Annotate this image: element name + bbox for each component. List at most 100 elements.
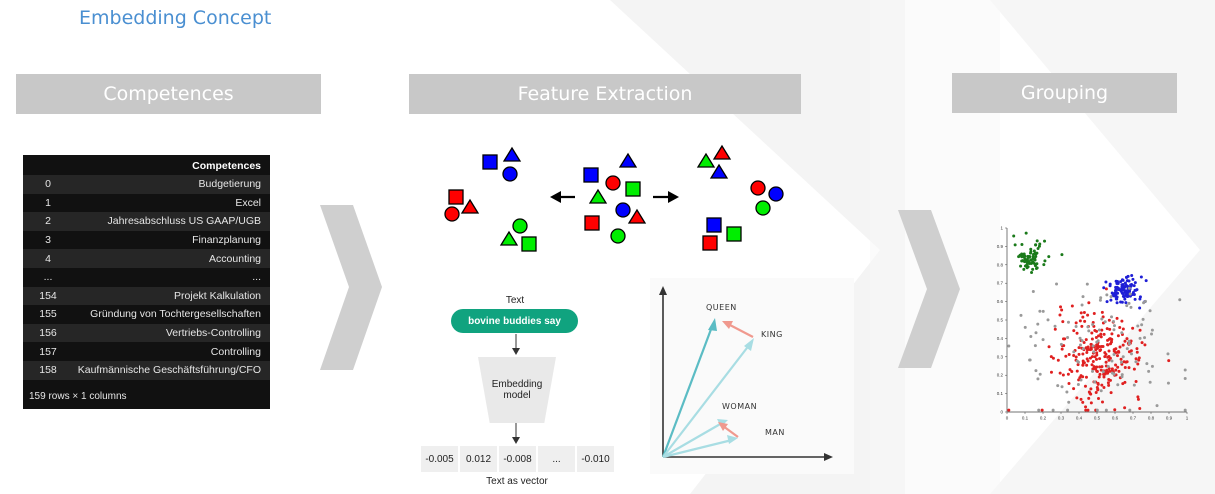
scatter-point (1036, 247, 1040, 251)
header-grouping: Grouping (952, 73, 1177, 113)
word-vector-diagram (659, 286, 833, 461)
table-row: 1 Excel (23, 194, 270, 213)
table-row: 4 Accounting (23, 249, 270, 268)
scatter-point (1081, 347, 1085, 351)
scatter-point (1035, 266, 1039, 270)
scatter-point (1109, 340, 1113, 344)
red-circle-shape (444, 206, 460, 222)
scatter-point (1123, 406, 1127, 410)
scatter-point (1100, 317, 1104, 321)
scatter-point (1100, 365, 1104, 369)
scatter-point (1077, 378, 1081, 382)
scatter-point (1138, 306, 1142, 310)
scatter-point (1093, 380, 1097, 384)
row-index: 2 (45, 215, 51, 228)
green-square-shape (726, 226, 742, 242)
scatter-point (1155, 404, 1159, 408)
scatter-point (1099, 296, 1103, 300)
scatter-point (1019, 313, 1023, 317)
scatter-point (1066, 372, 1070, 376)
scatter-point (1122, 360, 1126, 364)
scatter-point (1132, 367, 1136, 371)
scatter-point (1116, 365, 1120, 369)
chevron-right-icon (898, 210, 960, 368)
scatter-point (1110, 291, 1114, 295)
scatter-point (1078, 376, 1082, 380)
scatter-point (1166, 352, 1170, 356)
scatter-point (1120, 331, 1124, 335)
y-tick-label: 0.1 (997, 391, 1004, 396)
scatter-point (1027, 260, 1031, 264)
scatter-point (1040, 408, 1044, 412)
scatter-point (1124, 275, 1128, 279)
scatter-point (1110, 371, 1114, 375)
scatter-point (1125, 360, 1129, 364)
scatter-point (1056, 384, 1060, 388)
scatter-point (1138, 336, 1142, 340)
scatter-point (1098, 372, 1102, 376)
model-label-2: model (503, 390, 531, 401)
scatter-point (1100, 328, 1104, 332)
scatter-point (1115, 354, 1119, 358)
scatter-point (1056, 358, 1060, 362)
scatter-point (1133, 281, 1137, 285)
red-square-shape (448, 189, 464, 205)
green-circle-shape (512, 218, 528, 234)
row-value: Accounting (209, 252, 261, 265)
scatter-point (1122, 295, 1126, 299)
scatter-point (1012, 234, 1016, 238)
scatter-point (1086, 313, 1090, 317)
scatter-point (1081, 295, 1085, 299)
scatter-point (1095, 343, 1099, 347)
scatter-point (1125, 304, 1129, 308)
embedding-model-box: Embedding model (478, 357, 556, 423)
scatter-point (1087, 396, 1091, 400)
scatter-point (1120, 300, 1124, 304)
scatter-point (1082, 340, 1086, 344)
input-text-pill: bovine buddies say (451, 309, 578, 333)
scatter-point (1034, 254, 1038, 258)
scatter-point (1121, 382, 1125, 386)
x-tick-label: 1 (1186, 416, 1189, 421)
blue-triangle-shape (502, 146, 522, 162)
scatter-point (1031, 267, 1035, 271)
shapes-illustration (444, 144, 784, 252)
scatter-point (1108, 356, 1112, 360)
table-row: 157 Controlling (23, 342, 270, 361)
scatter-point (1093, 355, 1097, 359)
scatter-point (1059, 305, 1063, 309)
scatter-point (1078, 336, 1082, 340)
scatter-point (1084, 408, 1088, 412)
scatter-point (1082, 361, 1086, 365)
scatter-point (1037, 408, 1041, 412)
scatter-point (1029, 261, 1033, 265)
scatter-point (1013, 243, 1017, 247)
scatter-point (1018, 253, 1022, 257)
scatter-point (1061, 320, 1065, 324)
scatter-point (1076, 383, 1080, 387)
scatter-point (1079, 311, 1083, 315)
row-value: Controlling (210, 345, 261, 358)
scatter-point (1097, 375, 1101, 379)
scatter-point (1065, 390, 1069, 394)
scatter-point (1034, 262, 1038, 266)
scatter-point (1110, 367, 1114, 371)
word-vector-panel (650, 278, 854, 474)
scatter-point (1067, 381, 1071, 385)
scatter-point (1028, 358, 1032, 362)
vector-king (662, 338, 754, 458)
scatter-point (1109, 295, 1113, 299)
vector-woman (662, 419, 728, 458)
scatter-point (1105, 368, 1109, 372)
scatter-point (1037, 244, 1041, 248)
y-tick-label: 0.3 (997, 354, 1004, 359)
scatter-point (1102, 375, 1106, 379)
scatter-point (1019, 264, 1023, 268)
scatter-point (1094, 390, 1098, 394)
scatter-point (1086, 408, 1090, 412)
vector-king-to-queen (722, 321, 754, 338)
scatter-point (1106, 355, 1110, 359)
scatter-point (1089, 387, 1093, 391)
scatter-point (1131, 277, 1135, 281)
scatter-point (1138, 295, 1142, 299)
